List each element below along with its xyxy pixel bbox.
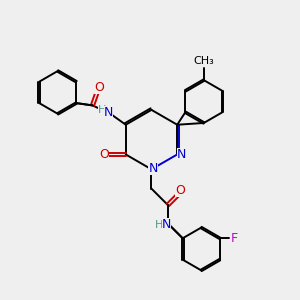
Text: H: H xyxy=(155,220,164,230)
Text: N: N xyxy=(177,148,186,161)
Text: N: N xyxy=(104,106,113,118)
Text: CH₃: CH₃ xyxy=(194,56,214,66)
Text: O: O xyxy=(99,148,109,161)
Text: F: F xyxy=(231,232,238,245)
Text: O: O xyxy=(94,81,104,94)
Text: N: N xyxy=(148,162,158,175)
Text: H: H xyxy=(98,105,106,115)
Text: N: N xyxy=(162,218,171,231)
Text: O: O xyxy=(175,184,185,197)
